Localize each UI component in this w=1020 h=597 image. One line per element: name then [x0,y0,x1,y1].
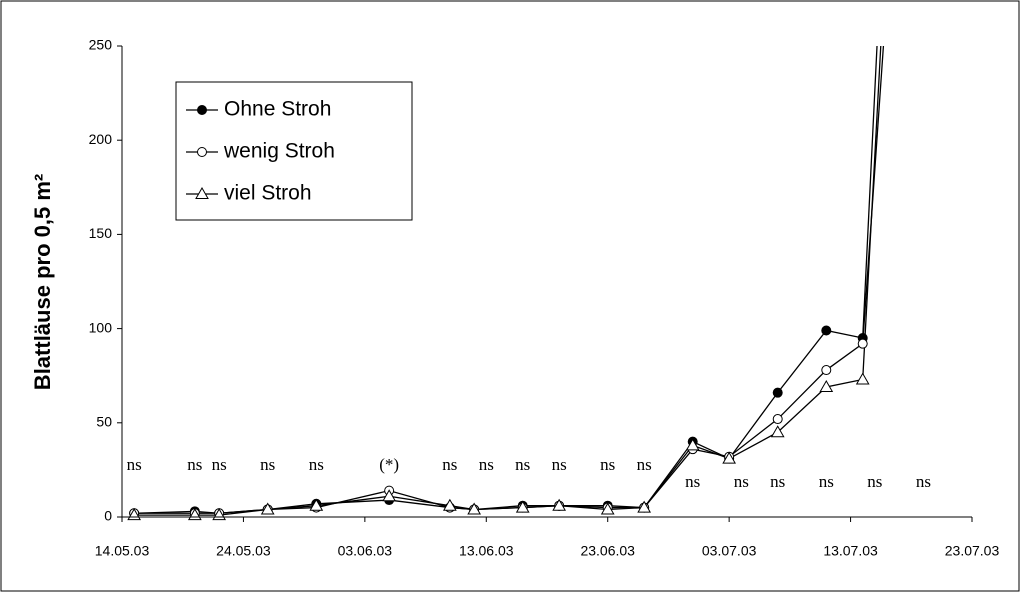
x-tick-label: 14.05.03 [95,543,150,559]
x-tick-label: 23.07.03 [945,543,1000,559]
annotation: ns [867,472,882,491]
marker [197,105,207,115]
legend-label: Ohne Stroh [224,98,331,121]
marker [467,502,482,515]
marker [770,425,785,438]
marker [685,438,700,451]
x-tick-label: 13.07.03 [823,543,878,559]
annotation: ns [442,455,457,474]
series-line [134,46,882,516]
marker [442,498,457,511]
y-tick-label: 250 [89,37,113,53]
annotation: ns [819,472,834,491]
marker [722,451,737,464]
marker [195,186,209,199]
y-axis-label: Blattläuse pro 0,5 m² [30,174,55,390]
y-tick-label: 0 [104,508,112,524]
y-tick-label: 150 [89,225,113,241]
annotation: ns [916,472,931,491]
annotation: ns [685,472,700,491]
y-tick-label: 100 [89,319,113,335]
marker [197,147,207,157]
annotation: ns [212,455,227,474]
x-tick-label: 03.07.03 [702,543,757,559]
annotation: ns [637,455,652,474]
marker [382,489,397,502]
marker [637,500,652,513]
annotation: ns [552,455,567,474]
legend-label: viel Stroh [224,182,312,205]
marker [821,365,832,376]
marker [855,372,870,385]
marker [600,502,615,515]
marker [309,498,324,511]
annotation: ns [515,455,530,474]
x-tick-label: 13.06.03 [459,543,514,559]
marker [552,498,567,511]
annotation: (*) [379,455,399,474]
marker [772,387,783,398]
annotation: ns [734,472,749,491]
marker [515,500,530,513]
annotation: ns [600,455,615,474]
x-tick-label: 23.06.03 [580,543,635,559]
annotation: ns [127,455,142,474]
annotation: ns [187,455,202,474]
legend-box [175,81,413,221]
marker [819,379,834,393]
annotation: ns [479,455,494,474]
legend-label: wenig Stroh [223,140,335,163]
marker [857,338,868,349]
annotation: ns [260,455,275,474]
marker [821,325,832,336]
annotation: ns [770,472,785,491]
annotation: ns [309,455,324,474]
x-tick-label: 24.05.03 [216,543,271,559]
y-tick-label: 50 [96,414,112,430]
x-tick-label: 03.06.03 [338,543,393,559]
marker [260,502,275,515]
marker [772,414,783,425]
y-tick-label: 200 [89,131,113,147]
plot-area [127,46,885,521]
